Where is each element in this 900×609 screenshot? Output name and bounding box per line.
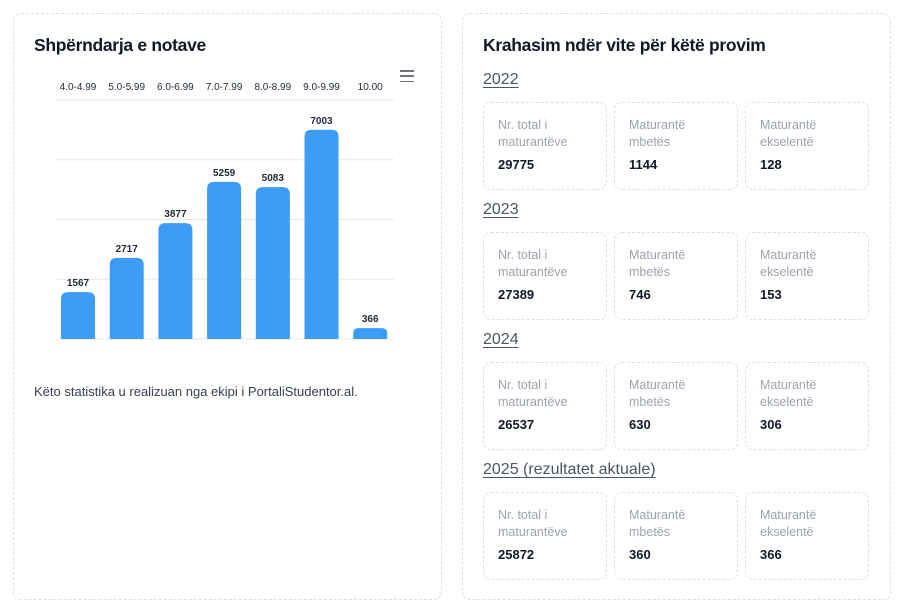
stat-value-total: 27389 [498,287,535,302]
stat-box-failed: Maturantë mbetës 746 [614,232,738,320]
category-label: 8.0-8.99 [254,82,291,93]
stat-label-failed: Maturantë mbetës [629,118,686,149]
stat-value-failed: 630 [629,417,651,432]
category-label: 5.0-5.99 [108,82,145,93]
year-comparison-title: Krahasim ndër vite për këtë provim [483,35,766,55]
stat-label-total: Nr. total i maturantëve [498,248,568,279]
stats-row-2023: Nr. total i maturantëve 27389 Maturantë … [483,232,871,320]
category-label: 10.00 [358,82,383,93]
category-label: 6.0-6.99 [157,82,194,93]
bar[interactable] [158,223,193,339]
stat-value-failed: 1144 [629,157,658,172]
stat-label-excellent: Maturantë ekselentë [760,248,817,279]
stat-box-excellent: Maturantë ekselentë 366 [745,492,869,580]
category-label: 9.0-9.99 [303,82,340,93]
bar-value-label: 366 [362,314,379,325]
bar-value-label: 5083 [262,173,285,184]
stat-value-total: 25872 [498,547,535,562]
stat-value-excellent: 366 [760,547,782,562]
stat-label-failed: Maturantë mbetës [629,378,686,409]
stat-label-total: Nr. total i maturantëve [498,378,568,409]
category-label: 7.0-7.99 [206,82,243,93]
stat-value-excellent: 128 [760,157,782,172]
bar[interactable] [353,328,388,339]
stat-box-excellent: Maturantë ekselentë 128 [745,102,869,190]
stat-label-excellent: Maturantë ekselentë [760,378,817,409]
year-comparison-card: Krahasim ndër vite për këtë provim 2022 … [462,13,891,600]
bar-value-label: 3877 [164,209,187,220]
bar[interactable] [207,181,242,339]
bar[interactable] [255,187,290,339]
stat-box-failed: Maturantë mbetës 1144 [614,102,738,190]
bar-value-label: 7003 [310,116,333,127]
stat-value-excellent: 153 [760,287,782,302]
grade-distribution-title: Shpërndarja e notave [34,35,206,55]
stat-box-total: Nr. total i maturantëve 25872 [483,492,607,580]
stat-label-failed: Maturantë mbetës [629,508,686,539]
stat-label-excellent: Maturantë ekselentë [760,118,817,149]
stats-row-2024: Nr. total i maturantëve 26537 Maturantë … [483,362,871,450]
stat-box-failed: Maturantë mbetës 630 [614,362,738,450]
stat-value-failed: 746 [629,287,651,302]
stat-box-total: Nr. total i maturantëve 26537 [483,362,607,450]
stat-box-failed: Maturantë mbetës 360 [614,492,738,580]
stat-label-failed: Maturantë mbetës [629,248,686,279]
grade-distribution-card: Shpërndarja e notave 4.0-4.99 1567 5.0-5.9… [13,13,442,600]
stat-value-total: 29775 [498,157,535,172]
year-heading-2024[interactable]: 2024 [483,331,519,348]
bar-value-label: 5259 [213,168,236,179]
bar[interactable] [304,129,339,339]
year-heading-2025[interactable]: 2025 (rezultatet aktuale) [483,461,656,478]
stat-box-excellent: Maturantë ekselentë 306 [745,362,869,450]
stat-box-excellent: Maturantë ekselentë 153 [745,232,869,320]
stat-value-failed: 360 [629,547,651,562]
chart-menu-icon[interactable] [400,70,414,82]
stat-value-excellent: 306 [760,417,782,432]
bar[interactable] [109,257,144,339]
bar-value-label: 1567 [67,278,90,289]
stat-box-total: Nr. total i maturantëve 27389 [483,232,607,320]
bar[interactable] [61,292,95,339]
stat-label-excellent: Maturantë ekselentë [760,508,817,539]
stats-row-2025: Nr. total i maturantëve 25872 Maturantë … [483,492,871,580]
stat-label-total: Nr. total i maturantëve [498,508,568,539]
footnote: Këto statistika u realizuan nga ekipi i … [34,384,358,399]
bar-value-label: 2717 [116,244,139,255]
grade-distribution-chart: 4.0-4.99 1567 5.0-5.99 2717 6.0-6.99 3877 7.0-… [55,82,394,340]
stats-row-2022: Nr. total i maturantëve 29775 Maturantë … [483,102,871,190]
stat-box-total: Nr. total i maturantëve 29775 [483,102,607,190]
stat-value-total: 26537 [498,417,535,432]
year-heading-2022[interactable]: 2022 [483,71,519,88]
stat-label-total: Nr. total i maturantëve [498,118,568,149]
year-heading-2023[interactable]: 2023 [483,201,519,218]
category-label: 4.0-4.99 [60,82,97,93]
